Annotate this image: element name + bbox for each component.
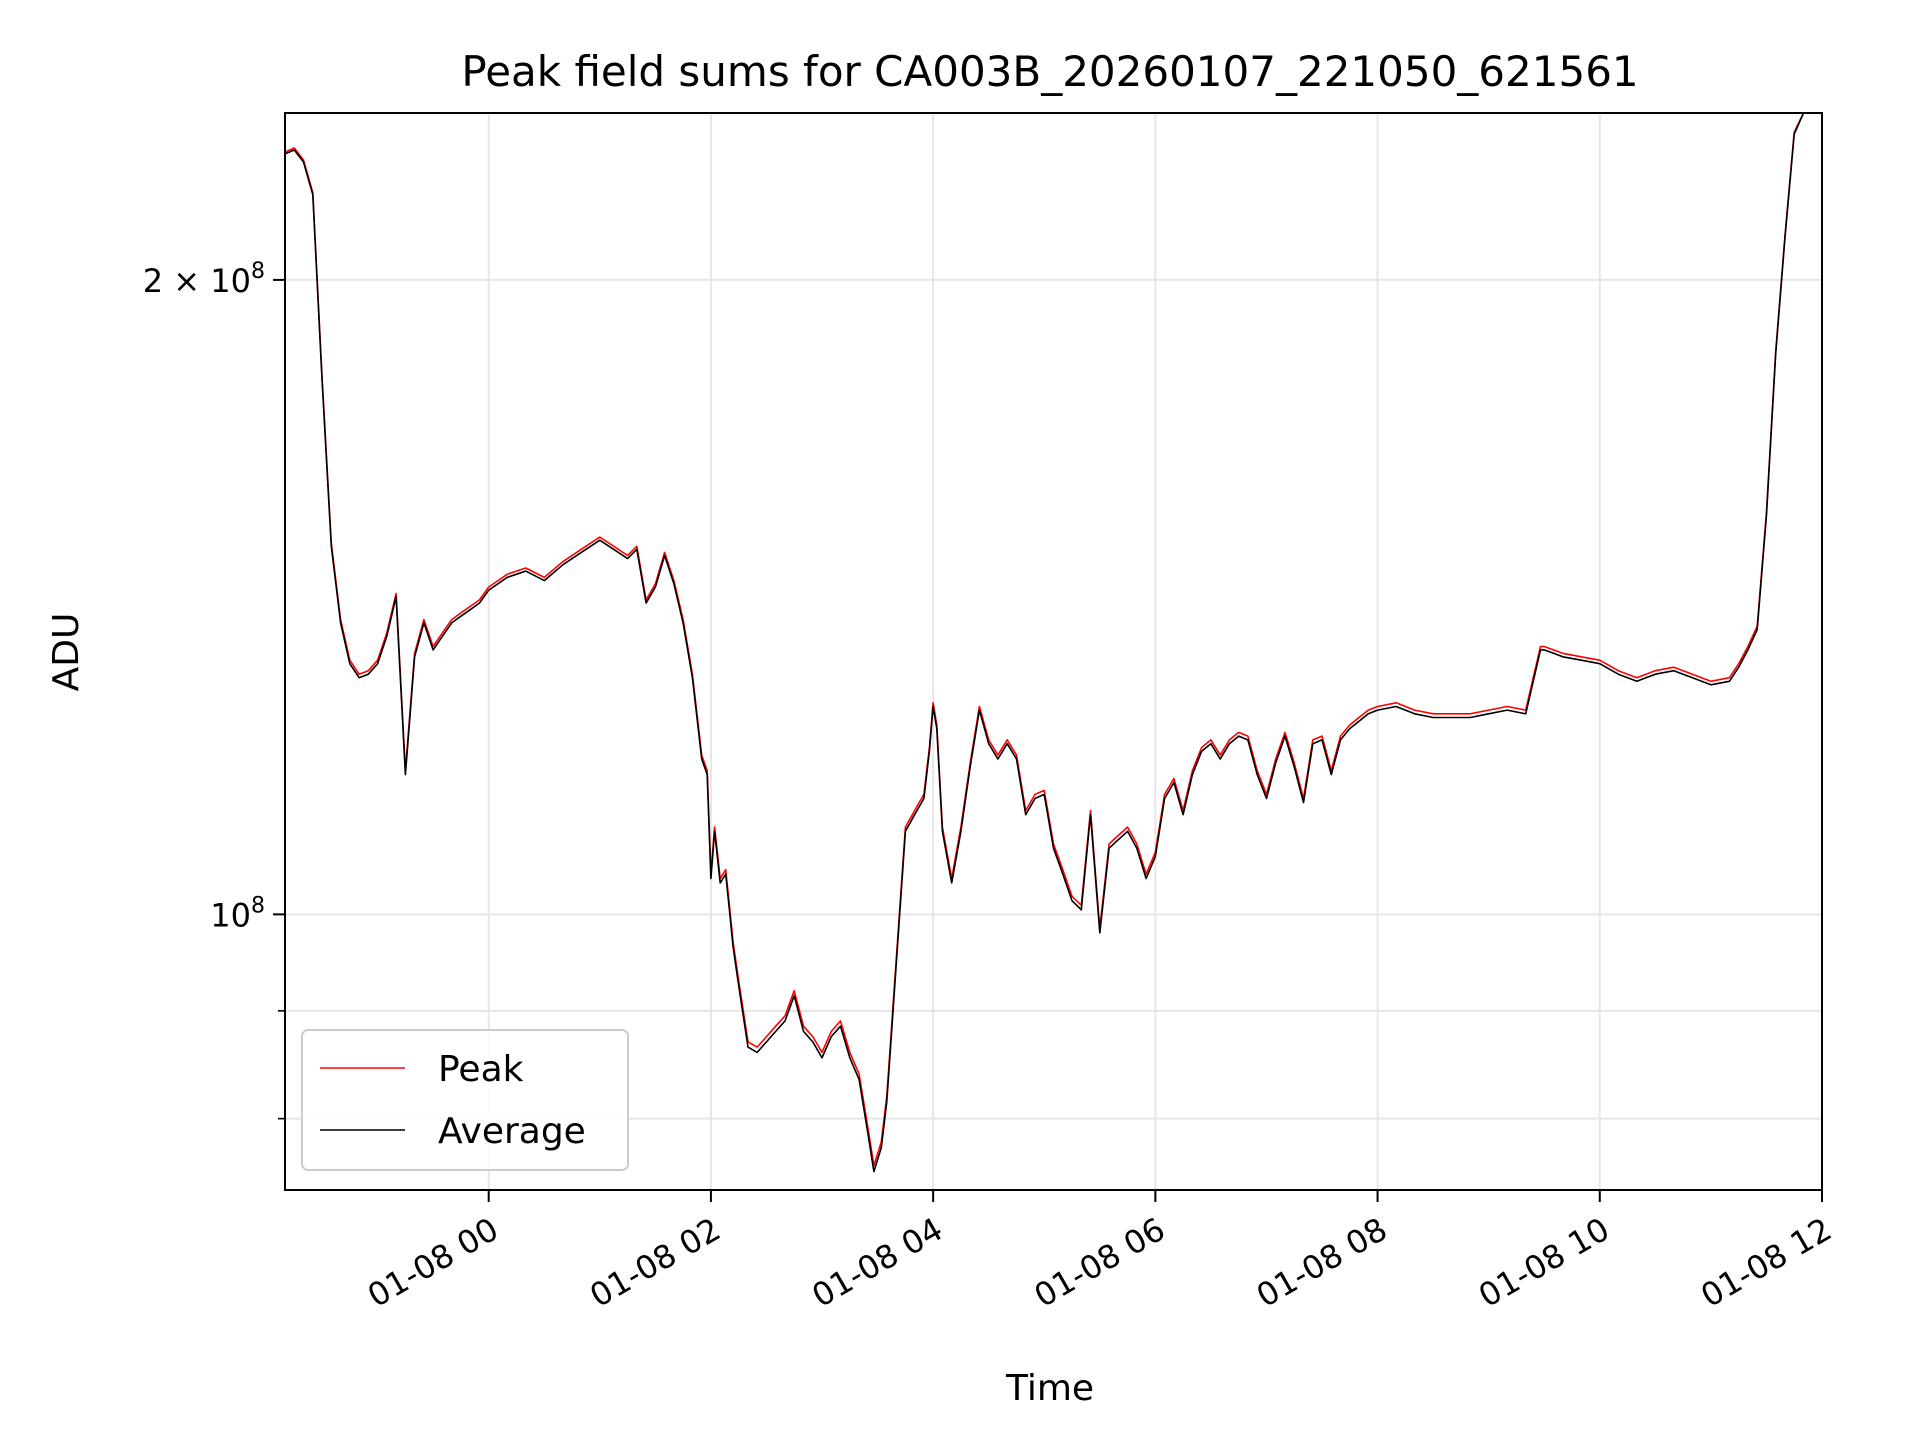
series-line-average bbox=[285, 113, 1805, 1173]
legend-box bbox=[301, 1029, 629, 1171]
legend: Peak Average bbox=[301, 1029, 629, 1171]
plot-frame bbox=[284, 112, 1823, 1191]
y-tick-label: 2 × 108 bbox=[143, 259, 265, 300]
x-axis-label: Time bbox=[1005, 1368, 1094, 1409]
series-lines bbox=[285, 113, 1805, 1173]
chart-title: Peak field sums for CA003B_20260107_2210… bbox=[461, 47, 1638, 96]
legend-label-peak: Peak bbox=[438, 1049, 524, 1090]
legend-label-average: Average bbox=[438, 1111, 586, 1152]
y-axis-label: ADU bbox=[46, 613, 87, 692]
